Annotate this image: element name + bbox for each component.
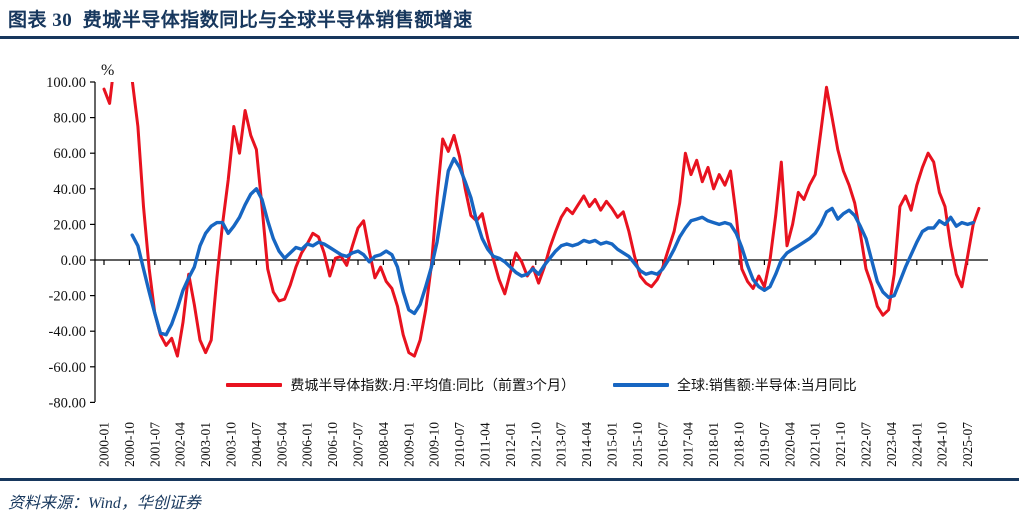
y-axis-tick-label: -80.00: [49, 395, 86, 411]
x-axis-tick-label: 2024-10: [935, 422, 950, 467]
x-axis-tick-label: 2021-01: [808, 422, 823, 467]
y-axis-tick-label: 0.00: [61, 253, 86, 269]
x-axis-tick-label: 2023-04: [884, 422, 899, 467]
x-axis-tick-label: 2018-10: [731, 422, 746, 467]
legend-item-sox: 费城半导体指数:月:平均值:同比（前置3个月）: [226, 375, 575, 395]
x-axis-tick-label: 2015-10: [630, 422, 645, 467]
legend-item-global-sales: 全球:销售额:半导体:当月同比: [613, 375, 857, 395]
x-axis-tick-label: 2019-07: [757, 422, 772, 467]
x-axis-tick-label: 2016-07: [655, 422, 670, 467]
x-axis-tick-label: 2004-07: [249, 422, 264, 467]
x-axis-tick-label: 2018-01: [706, 422, 721, 467]
x-axis-tick-label: 2021-10: [833, 422, 848, 467]
y-axis-tick-label: -40.00: [49, 324, 86, 340]
x-axis-tick-label: 2011-04: [477, 422, 492, 467]
x-axis-tick-label: 2008-04: [376, 422, 391, 467]
y-axis-tick-label: 20.00: [53, 217, 86, 233]
x-axis-tick-label: 2009-10: [427, 422, 442, 467]
global-sales-yoy-line: [130, 156, 975, 337]
y-axis-tick-label: -60.00: [49, 360, 86, 376]
x-axis-tick-label: 2007-07: [350, 422, 365, 467]
y-axis-tick-label: 40.00: [53, 182, 86, 198]
legend-label-sox: 费城半导体指数:月:平均值:同比（前置3个月）: [290, 379, 575, 394]
x-axis-tick-label: 2002-04: [173, 422, 188, 467]
x-axis-tick-label: 2024-01: [909, 422, 924, 467]
x-axis-tick-label: 2022-07: [858, 422, 873, 467]
x-axis-tick-label: 2015-01: [604, 422, 619, 467]
x-axis-tick-label: 2000-10: [122, 422, 137, 467]
red-line-swatch: [226, 383, 283, 387]
x-axis-tick-label: 2013-07: [554, 422, 569, 467]
x-axis-tick-label: 2010-07: [452, 422, 467, 467]
x-axis-tick-label: 2000-01: [97, 422, 112, 467]
x-axis-tick-label: 2012-01: [503, 422, 518, 467]
x-axis-tick-label: 2003-10: [223, 422, 238, 467]
x-axis-tick-label: 2005-04: [274, 422, 289, 467]
title-divider: [0, 36, 1019, 39]
y-axis-tick-label: 60.00: [53, 146, 86, 162]
y-axis-tick-label: 100.00: [46, 75, 86, 91]
y-axis-tick-label: -20.00: [49, 289, 86, 305]
legend-label-global-sales: 全球:销售额:半导体:当月同比: [677, 379, 857, 394]
x-axis-tick-label: 2020-04: [782, 422, 797, 467]
x-axis-tick-label: 2006-01: [300, 422, 315, 467]
x-axis-tick-label: 2014-04: [579, 422, 594, 467]
x-axis-tick-label: 2001-07: [147, 422, 162, 467]
blue-line-swatch: [613, 383, 669, 387]
x-axis-tick-label: 2009-01: [401, 422, 416, 467]
x-axis-tick-label: 2017-04: [681, 422, 696, 467]
figure-title: 图表 30 费城半导体指数同比与全球半导体销售额增速: [8, 10, 473, 31]
y-axis-tick-label: 80.00: [53, 111, 86, 127]
footer-divider: [0, 478, 1019, 481]
y-axis-unit-label: %: [101, 62, 115, 79]
sox-yoy-line: [102, 82, 981, 358]
source-note: 资料来源：Wind，华创证券: [8, 495, 201, 512]
x-axis-tick-label: 2003-01: [198, 422, 213, 467]
x-axis-tick-label: 2006-10: [325, 422, 340, 467]
x-axis-tick-label: 2025-07: [960, 422, 975, 467]
x-axis-tick-label: 2012-10: [528, 422, 543, 467]
chart-legend: 费城半导体指数:月:平均值:同比（前置3个月） 全球:销售额:半导体:当月同比: [95, 375, 988, 395]
